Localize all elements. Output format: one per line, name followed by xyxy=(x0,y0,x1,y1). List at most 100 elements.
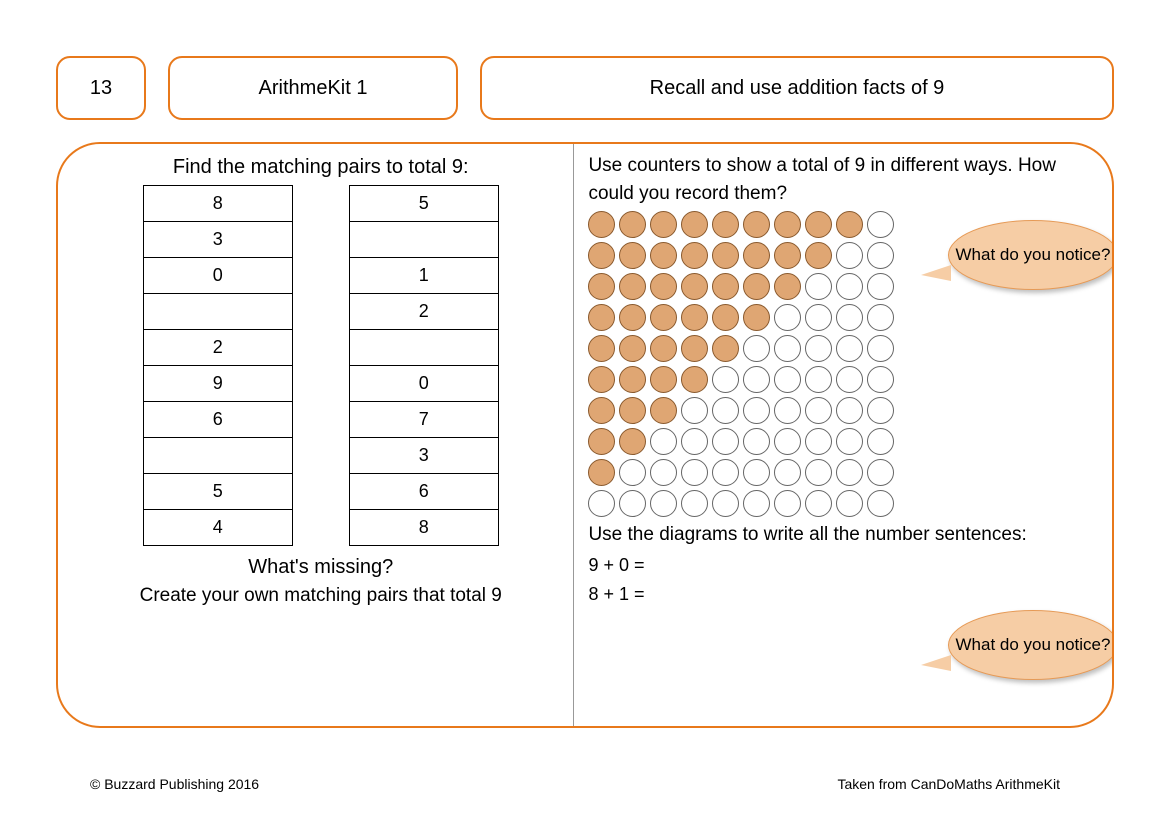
counter-filled xyxy=(619,366,646,393)
counter-empty xyxy=(867,273,894,300)
counter-empty xyxy=(619,459,646,486)
counter-filled xyxy=(743,304,770,331)
counter-filled xyxy=(619,335,646,362)
counter-empty xyxy=(836,366,863,393)
table-cell: 5 xyxy=(349,186,498,222)
counter-row xyxy=(588,428,1092,455)
number-table-1: 83029654 xyxy=(143,185,293,546)
counter-filled xyxy=(712,273,739,300)
counter-empty xyxy=(588,490,615,517)
footer-right: Taken from CanDoMaths ArithmeKit xyxy=(837,776,1060,792)
callout-notice-2: What do you notice? xyxy=(948,610,1114,680)
table-cell xyxy=(349,330,498,366)
counter-empty xyxy=(836,490,863,517)
counter-filled xyxy=(619,242,646,269)
page-number: 13 xyxy=(90,77,112,100)
table-cell: 8 xyxy=(143,186,292,222)
counter-empty xyxy=(805,490,832,517)
counter-empty xyxy=(867,397,894,424)
right-instruction: Use counters to show a total of 9 in dif… xyxy=(588,152,1092,207)
counter-empty xyxy=(805,273,832,300)
header-row: 13 ArithmeKit 1 Recall and use addition … xyxy=(0,0,1170,120)
counter-filled xyxy=(650,366,677,393)
counter-empty xyxy=(774,428,801,455)
counter-empty xyxy=(836,428,863,455)
counter-filled xyxy=(681,366,708,393)
counter-filled xyxy=(588,335,615,362)
callout-1-text: What do you notice? xyxy=(955,244,1110,265)
counter-empty xyxy=(712,397,739,424)
table-cell: 8 xyxy=(349,510,498,546)
table-cell: 3 xyxy=(143,222,292,258)
counter-filled xyxy=(681,304,708,331)
counter-filled xyxy=(588,459,615,486)
tables-wrap: 83029654 51207368 xyxy=(88,185,553,546)
counter-empty xyxy=(805,304,832,331)
number-table-2: 51207368 xyxy=(349,185,499,546)
counter-empty xyxy=(712,490,739,517)
counter-row xyxy=(588,397,1092,424)
counter-empty xyxy=(867,304,894,331)
counter-filled xyxy=(650,211,677,238)
counter-filled xyxy=(650,335,677,362)
counter-empty xyxy=(867,211,894,238)
counter-filled xyxy=(836,211,863,238)
counter-empty xyxy=(650,490,677,517)
counter-filled xyxy=(774,242,801,269)
table-cell: 4 xyxy=(143,510,292,546)
counter-filled xyxy=(681,273,708,300)
table-cell: 6 xyxy=(349,474,498,510)
counter-empty xyxy=(712,366,739,393)
counter-filled xyxy=(619,211,646,238)
counter-row xyxy=(588,304,1092,331)
counter-empty xyxy=(836,304,863,331)
counter-filled xyxy=(681,211,708,238)
callout-1-tail xyxy=(921,265,951,281)
counter-filled xyxy=(650,242,677,269)
table-cell xyxy=(349,222,498,258)
footer-left: © Buzzard Publishing 2016 xyxy=(90,776,259,792)
counter-filled xyxy=(712,242,739,269)
counter-filled xyxy=(650,397,677,424)
counter-filled xyxy=(681,242,708,269)
counter-empty xyxy=(650,459,677,486)
counter-empty xyxy=(805,335,832,362)
counter-empty xyxy=(681,428,708,455)
counter-empty xyxy=(743,397,770,424)
counter-filled xyxy=(588,397,615,424)
counter-empty xyxy=(712,428,739,455)
counter-filled xyxy=(743,211,770,238)
right-pane: Use counters to show a total of 9 in dif… xyxy=(574,144,1112,726)
sentence-block: Use the diagrams to write all the number… xyxy=(588,521,1092,608)
counter-filled xyxy=(588,428,615,455)
table-cell: 2 xyxy=(143,330,292,366)
table-cell: 5 xyxy=(143,474,292,510)
table-cell: 9 xyxy=(143,366,292,402)
main-card: Find the matching pairs to total 9: 8302… xyxy=(56,142,1114,728)
topic-text: Recall and use addition facts of 9 xyxy=(650,77,945,100)
table-cell: 6 xyxy=(143,402,292,438)
counter-empty xyxy=(743,366,770,393)
counter-filled xyxy=(681,335,708,362)
title-box: ArithmeKit 1 xyxy=(168,56,458,120)
counter-filled xyxy=(743,242,770,269)
counter-empty xyxy=(836,459,863,486)
equation-1: 9 + 0 = xyxy=(588,552,1092,579)
counter-filled xyxy=(588,211,615,238)
counter-empty xyxy=(743,335,770,362)
counter-empty xyxy=(774,459,801,486)
table-cell: 7 xyxy=(349,402,498,438)
counter-filled xyxy=(588,304,615,331)
counter-empty xyxy=(805,459,832,486)
counter-empty xyxy=(836,335,863,362)
equation-2: 8 + 1 = xyxy=(588,581,1092,608)
counter-empty xyxy=(681,397,708,424)
counter-empty xyxy=(681,459,708,486)
counter-empty xyxy=(805,397,832,424)
counter-filled xyxy=(588,366,615,393)
counter-filled xyxy=(712,304,739,331)
counter-filled xyxy=(712,211,739,238)
left-pane: Find the matching pairs to total 9: 8302… xyxy=(58,144,574,726)
counter-empty xyxy=(650,428,677,455)
counter-filled xyxy=(774,211,801,238)
